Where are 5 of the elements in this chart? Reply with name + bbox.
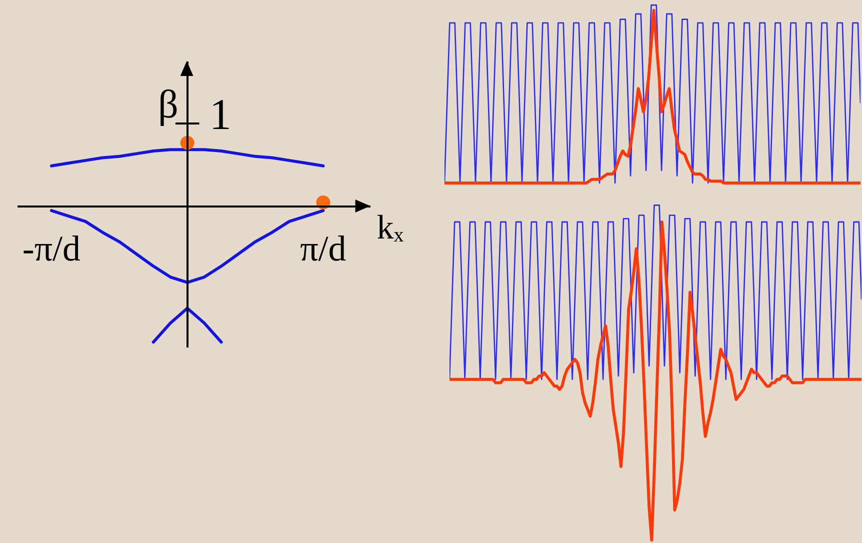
x-axis-title: kₓ [376, 210, 404, 247]
x-tick-label: -π/d [22, 228, 81, 269]
x-tick-label: π/d [300, 228, 346, 269]
y-axis-title: β [158, 82, 178, 126]
text: 1 [209, 90, 232, 139]
